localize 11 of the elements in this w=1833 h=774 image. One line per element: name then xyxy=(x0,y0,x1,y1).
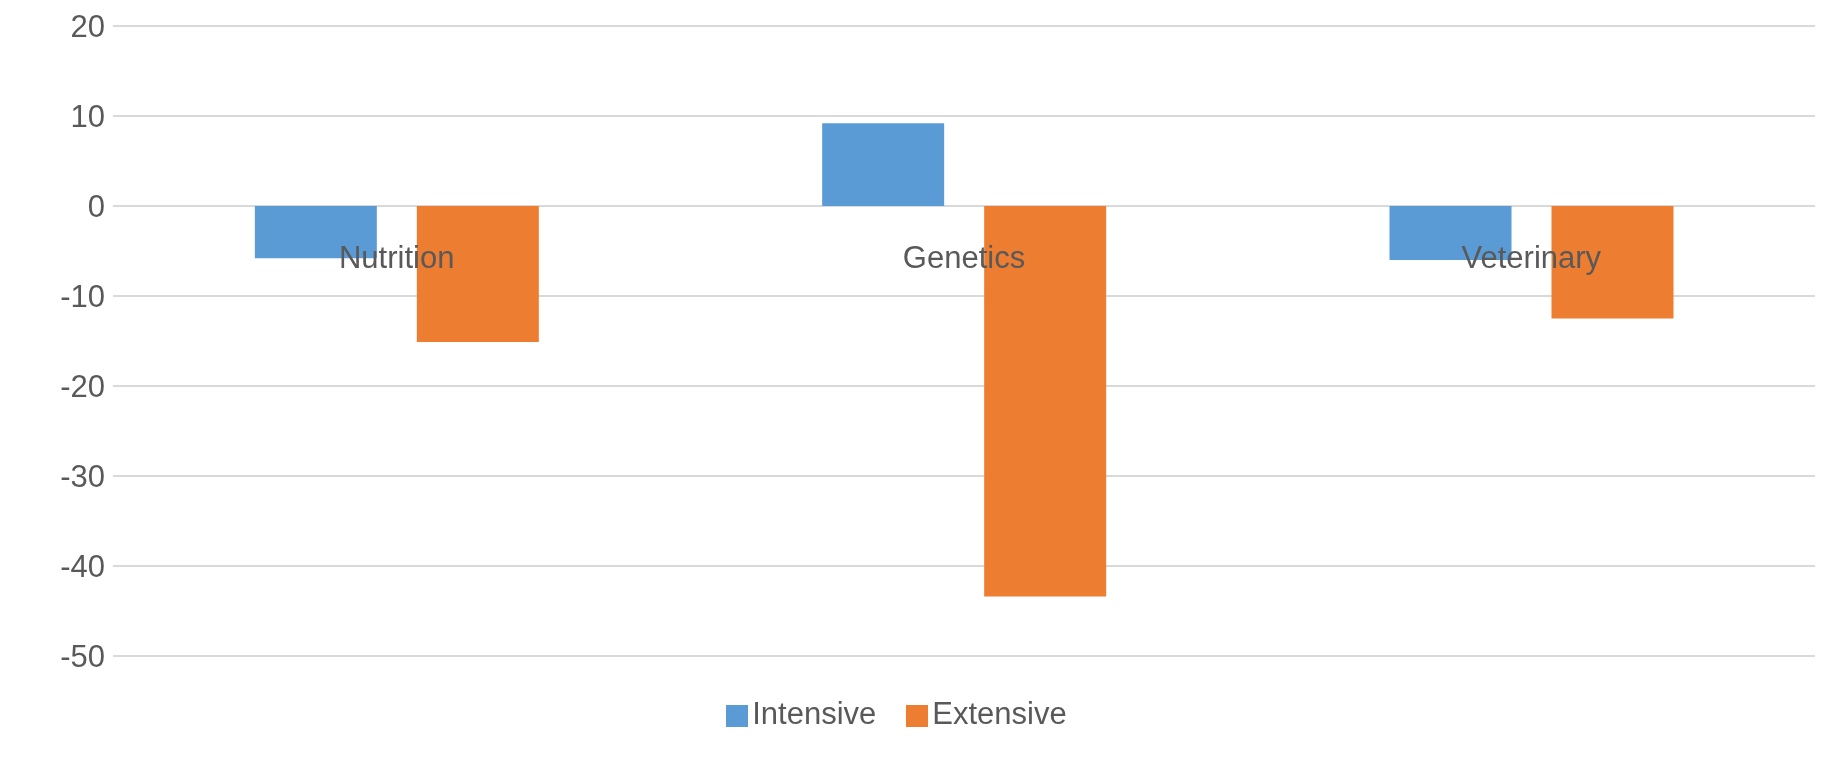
y-tick-label: 10 xyxy=(70,99,105,135)
y-tick-label: -40 xyxy=(60,549,105,585)
x-tick-label: Veterinary xyxy=(1461,240,1602,275)
legend-label: Extensive xyxy=(932,696,1067,731)
y-tick-label: -20 xyxy=(60,369,105,405)
y-tick-label: 0 xyxy=(87,189,105,225)
y-tick-label: -10 xyxy=(60,279,105,315)
y-tick-label: 20 xyxy=(70,9,105,45)
legend-label: Intensive xyxy=(752,696,877,731)
y-tick-label: -30 xyxy=(60,459,105,495)
y-tick-label: -50 xyxy=(60,639,105,675)
